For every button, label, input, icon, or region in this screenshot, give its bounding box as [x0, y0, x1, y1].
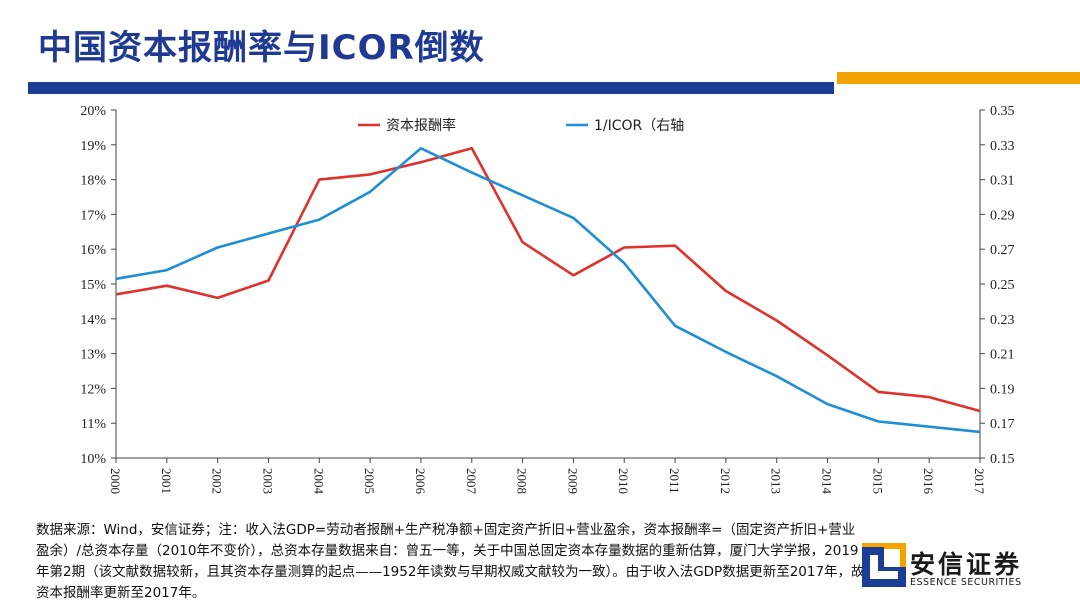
x-tick-label: 2000 — [108, 468, 123, 494]
left-tick-label: 15% — [80, 278, 106, 293]
left-tick-label: 10% — [80, 452, 106, 467]
x-tick-label: 2012 — [718, 468, 733, 494]
x-tick-label: 2006 — [413, 468, 428, 495]
x-tick-label: 2008 — [515, 468, 530, 494]
right-tick-label: 0.33 — [990, 139, 1015, 154]
right-tick-label: 0.27 — [990, 243, 1015, 258]
legend-label: 1/ICOR（右轴 — [594, 118, 684, 134]
right-tick-label: 0.29 — [990, 208, 1015, 223]
left-tick-label: 20% — [80, 104, 106, 119]
right-tick-label: 0.17 — [990, 417, 1015, 432]
series-line-return — [115, 146, 981, 413]
source-footnote: 数据来源：Wind，安信证券；注：收入法GDP=劳动者报酬+生产税净额+固定资产… — [36, 522, 865, 601]
left-tick-label: 16% — [80, 243, 106, 258]
x-tick-label: 2013 — [769, 468, 784, 494]
x-tick-label: 2003 — [260, 468, 275, 494]
x-tick-label: 2015 — [870, 468, 885, 494]
right-tick-label: 0.21 — [990, 348, 1015, 363]
left-tick-label: 14% — [80, 313, 106, 328]
x-tick-label: 2001 — [159, 468, 174, 494]
left-tick-label: 17% — [80, 208, 106, 223]
x-tick-label: 2011 — [667, 468, 682, 494]
right-tick-label: 0.25 — [990, 278, 1015, 293]
company-logo: 安信证券 ESSENCE SECURITIES — [862, 543, 1062, 593]
x-tick-label: 2010 — [616, 468, 631, 494]
left-tick-label: 13% — [80, 348, 106, 363]
x-tick-label: 2002 — [210, 468, 225, 494]
series-line-icor — [115, 146, 981, 434]
x-tick-label: 2004 — [311, 468, 326, 495]
title-underline-blue — [28, 82, 834, 94]
logo-mark-icon — [862, 543, 906, 587]
x-tick-label: 2005 — [362, 468, 377, 494]
line-chart: 10% 11% 12% 13% 14% 15% 16% 17% 18% 19% 20% 0.15 0.1… — [80, 104, 1015, 495]
logo-subtitle: ESSENCE SECURITIES — [910, 577, 1022, 588]
legend-label: 资本报酬率 — [386, 117, 456, 134]
x-tick-label: 2014 — [820, 468, 835, 495]
left-tick-label: 19% — [80, 139, 106, 154]
page-title: 中国资本报酬率与ICOR倒数 — [38, 28, 485, 68]
x-tick-label: 2007 — [464, 468, 479, 495]
right-tick-label: 0.35 — [990, 104, 1015, 119]
left-tick-label: 11% — [81, 417, 106, 432]
left-tick-label: 12% — [80, 382, 106, 397]
right-tick-label: 0.15 — [990, 452, 1015, 467]
logo-name: 安信证券 — [910, 550, 1023, 579]
right-tick-label: 0.23 — [990, 313, 1015, 328]
x-tick-label: 2017 — [972, 468, 987, 495]
x-tick-label: 2009 — [565, 468, 580, 494]
right-tick-label: 0.19 — [990, 382, 1015, 397]
x-tick-label: 2016 — [921, 468, 936, 495]
title-underline-orange — [837, 72, 1080, 84]
right-tick-label: 0.31 — [990, 174, 1015, 189]
left-tick-label: 18% — [80, 174, 106, 189]
